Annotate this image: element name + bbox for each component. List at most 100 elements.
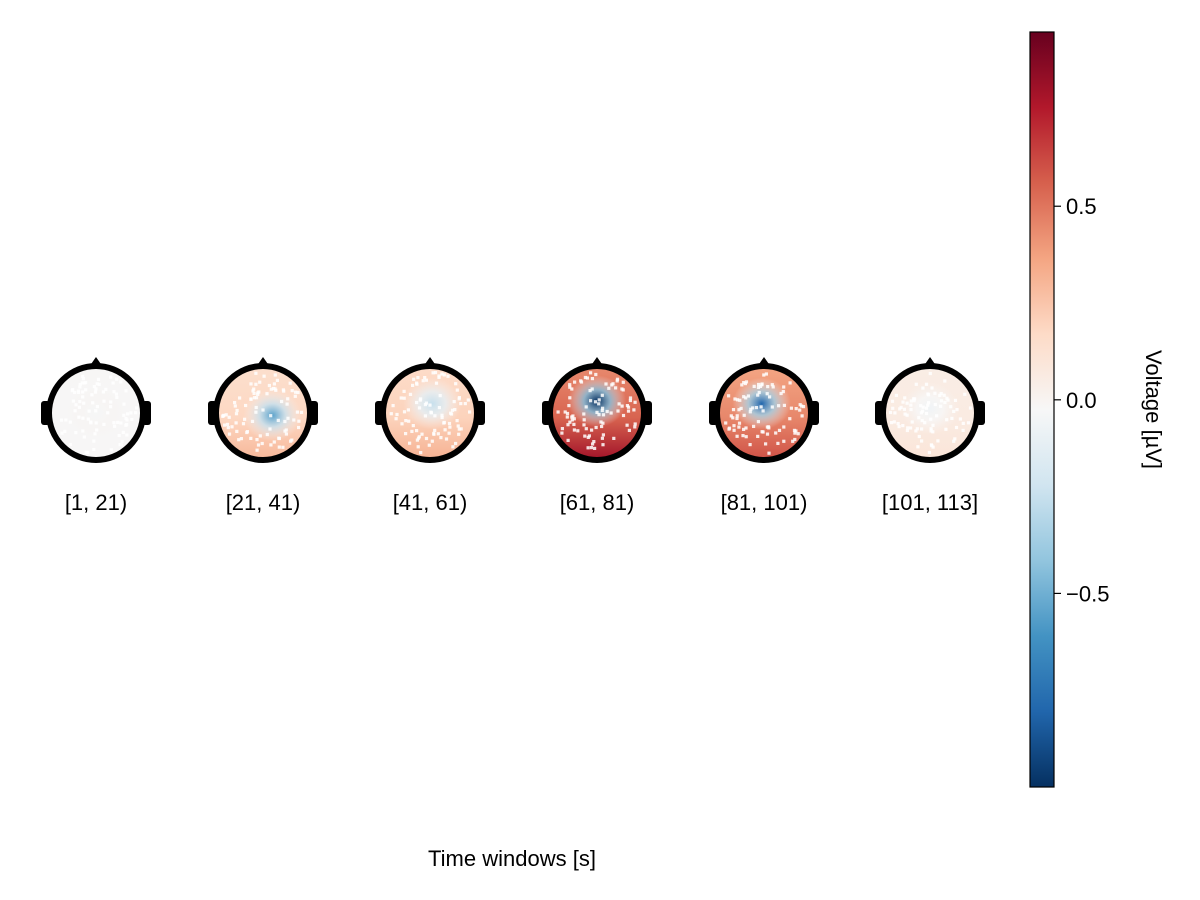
- electrode-markers: [221, 371, 304, 452]
- electrode-marker: [777, 404, 781, 408]
- electrode-marker: [92, 385, 96, 389]
- electrode-marker: [601, 421, 605, 425]
- electrode-marker: [84, 381, 88, 385]
- electrode-marker: [737, 408, 741, 412]
- electrode-marker: [262, 374, 266, 378]
- electrode-marker: [572, 428, 576, 432]
- electrode-marker: [917, 434, 921, 439]
- electrode-marker: [77, 405, 81, 409]
- electrode-marker: [756, 385, 761, 389]
- electrode-marker: [587, 434, 591, 438]
- electrode-marker: [892, 420, 896, 424]
- electrode-marker: [452, 400, 456, 404]
- electrode-marker: [82, 401, 86, 405]
- electrode-marker: [625, 423, 629, 427]
- electrode-marker: [415, 429, 419, 433]
- electrode-marker: [576, 429, 580, 433]
- electrode-marker: [617, 402, 621, 406]
- head-outline: [547, 363, 647, 463]
- electrode-marker: [788, 381, 792, 385]
- electrode-marker: [782, 403, 786, 407]
- electrode-marker: [408, 441, 412, 445]
- electrode-marker: [744, 396, 748, 400]
- electrode-marker: [966, 421, 971, 425]
- electrode-marker: [408, 392, 413, 396]
- electrode-marker: [931, 445, 935, 449]
- electrode-marker: [923, 421, 927, 425]
- electrode-marker: [272, 440, 276, 444]
- electrode-marker: [909, 426, 913, 430]
- electrode-marker: [415, 438, 419, 442]
- electrode-marker: [801, 405, 806, 409]
- electrode-marker: [741, 434, 745, 438]
- electrode-marker: [227, 415, 231, 419]
- electrode-marker: [81, 429, 85, 433]
- electrode-marker: [735, 398, 740, 402]
- electrode-marker: [727, 394, 731, 398]
- electrode-marker: [742, 427, 746, 431]
- electrode-marker: [394, 417, 398, 421]
- electrode-marker: [920, 439, 924, 443]
- electrode-marker: [233, 404, 237, 408]
- electrode-marker: [416, 445, 420, 449]
- electrode-marker: [570, 415, 574, 419]
- electrode-marker: [432, 431, 436, 435]
- electrode-marker: [910, 420, 914, 424]
- electrode-marker: [274, 388, 278, 392]
- electrode-marker: [949, 405, 953, 409]
- electrode-marker: [457, 427, 461, 431]
- electrode-marker: [731, 416, 735, 420]
- electrode-marker: [293, 394, 297, 398]
- electrode-marker: [560, 431, 564, 435]
- electrode-marker: [599, 420, 603, 424]
- electrode-marker: [627, 428, 631, 432]
- electrode-marker: [454, 441, 458, 446]
- electrode-marker: [936, 439, 940, 443]
- potential-blob: [66, 387, 126, 439]
- electrode-marker: [594, 425, 598, 430]
- electrode-marker: [760, 430, 764, 434]
- electrode-marker: [234, 412, 239, 416]
- electrode-marker: [417, 406, 422, 410]
- colorbar-label: Voltage [µV]: [1141, 350, 1166, 469]
- electrode-marker: [748, 443, 752, 447]
- electrode-marker: [407, 419, 411, 423]
- electrode-marker: [299, 410, 304, 414]
- electrode-marker: [916, 445, 920, 449]
- electrode-marker: [104, 387, 108, 391]
- electrode-marker: [86, 417, 90, 421]
- electrode-marker: [421, 379, 425, 383]
- electrode-marker: [590, 428, 594, 432]
- electrode-marker: [95, 428, 99, 432]
- electrode-marker: [109, 405, 113, 409]
- electrode-marker: [410, 429, 414, 433]
- electrode-marker: [416, 376, 420, 380]
- electrode-marker: [400, 422, 404, 426]
- electrode-marker: [929, 417, 933, 421]
- electrode-marker: [260, 441, 264, 446]
- electrode-marker: [737, 425, 741, 429]
- electrode-marker: [74, 431, 78, 435]
- electrode-marker: [782, 439, 786, 443]
- topoplot-panel: [101, 113]: [875, 357, 985, 515]
- electrode-marker: [615, 377, 620, 381]
- electrode-marker: [459, 402, 463, 406]
- electrode-marker: [729, 414, 733, 418]
- electrode-marker: [227, 432, 232, 436]
- electrode-marker: [633, 422, 637, 426]
- electrode-marker: [457, 397, 461, 401]
- electrode-marker: [95, 382, 99, 386]
- electrode-marker: [258, 434, 262, 438]
- electrode-marker: [449, 412, 454, 416]
- electrode-marker: [434, 381, 439, 385]
- electrode-marker: [106, 411, 110, 415]
- electrode-marker: [945, 396, 949, 400]
- electrode-marker: [768, 395, 772, 399]
- electrode-marker: [604, 382, 608, 386]
- electrode-marker: [593, 400, 598, 404]
- electrode-marker: [428, 403, 432, 407]
- electrode-marker: [450, 408, 455, 412]
- electrode-marker: [286, 416, 290, 420]
- electrode-marker: [90, 393, 94, 397]
- electrode-marker: [754, 406, 759, 410]
